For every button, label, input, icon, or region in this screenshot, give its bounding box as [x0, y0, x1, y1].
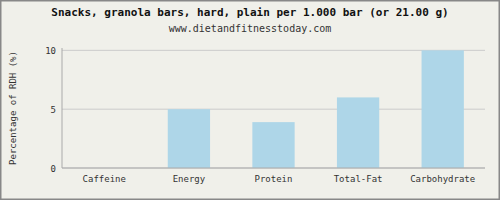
- bar: [252, 122, 294, 168]
- x-tick-label: Total-Fat: [334, 174, 383, 184]
- grid-line: [62, 168, 485, 169]
- x-tick-label: Protein: [255, 174, 293, 184]
- bar: [168, 109, 210, 168]
- y-axis-line: [62, 48, 63, 168]
- bar: [337, 97, 379, 168]
- y-tick-label: 0: [51, 164, 56, 174]
- chart: Snacks, granola bars, hard, plain per 1.…: [0, 0, 500, 200]
- subtitle: www.dietandfitnesstoday.com: [169, 23, 332, 34]
- x-axis-line: [62, 168, 485, 169]
- y-tick-label: 5: [51, 105, 56, 115]
- title: Snacks, granola bars, hard, plain per 1.…: [51, 6, 448, 19]
- bar: [422, 50, 464, 168]
- x-tick-label: Carbohydrate: [410, 174, 475, 184]
- y-tick-label: 10: [45, 46, 56, 56]
- x-tick-label: Energy: [173, 174, 206, 184]
- y-axis-label: Percentage of RDH (%): [8, 51, 18, 165]
- x-tick-label: Caffeine: [83, 174, 126, 184]
- background: [1, 1, 500, 200]
- bars: [168, 50, 464, 168]
